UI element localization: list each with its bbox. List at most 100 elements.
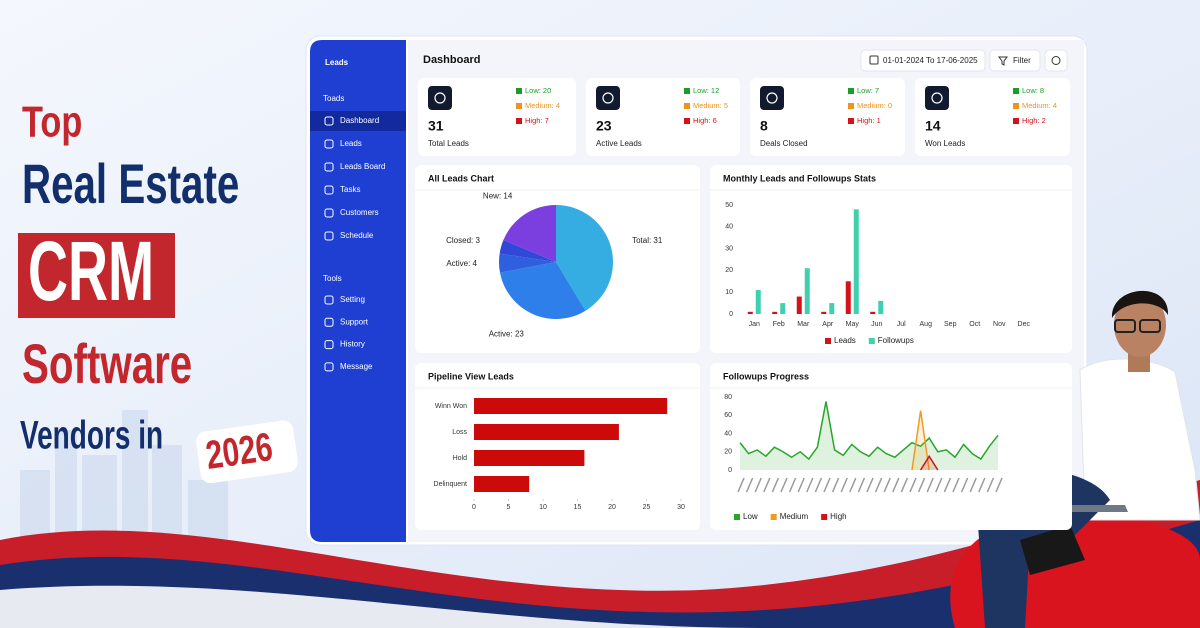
sidebar bbox=[310, 40, 406, 542]
sidebar-icon bbox=[324, 139, 334, 149]
sidebar-item[interactable]: Leads bbox=[340, 139, 362, 148]
x-tick-label: Aug bbox=[920, 321, 933, 328]
legend-swatch bbox=[868, 338, 875, 344]
y-tick-label: Winn Won bbox=[435, 403, 467, 410]
x-tick-decor bbox=[995, 477, 1003, 493]
x-tick-label: 5 bbox=[507, 504, 511, 511]
bar bbox=[772, 311, 778, 314]
headline-line: Software bbox=[22, 333, 192, 395]
y-tick-label: 10 bbox=[725, 289, 733, 296]
x-tick-decor bbox=[831, 477, 840, 493]
x-tick-decor bbox=[806, 477, 814, 493]
headline-line: Vendors in bbox=[20, 414, 163, 458]
x-tick-label: May bbox=[846, 321, 860, 328]
level-swatch bbox=[684, 118, 690, 124]
level-count: Low: 20 bbox=[525, 86, 551, 95]
stat-icon-glyph bbox=[434, 92, 446, 104]
sidebar-item[interactable]: Schedule bbox=[340, 231, 374, 240]
x-tick-decor bbox=[849, 477, 857, 493]
sidebar-item[interactable]: Message bbox=[340, 362, 373, 371]
level-swatch bbox=[684, 103, 690, 109]
x-tick-label: Nov bbox=[993, 321, 1006, 328]
settings-button[interactable] bbox=[1044, 49, 1068, 72]
level-count: High: 1 bbox=[857, 116, 881, 125]
dashboard-title: Dashboard bbox=[423, 54, 480, 66]
sidebar-item[interactable]: Tasks bbox=[340, 185, 360, 194]
x-tick-label: Dec bbox=[1018, 321, 1031, 328]
sidebar-item[interactable]: History bbox=[340, 340, 365, 349]
y-tick-label: 0 bbox=[728, 467, 732, 474]
sidebar-item[interactable]: Setting bbox=[340, 295, 365, 304]
sidebar-item[interactable]: Leads Board bbox=[340, 162, 385, 171]
sidebar-title: Leads bbox=[325, 58, 349, 67]
sidebar-section: Tools bbox=[323, 274, 342, 283]
x-tick-label: Feb bbox=[773, 321, 785, 328]
date-range-button[interactable] bbox=[860, 49, 986, 72]
level-swatch bbox=[1013, 118, 1019, 124]
x-tick-label: 20 bbox=[608, 504, 616, 511]
x-tick-label: Mar bbox=[797, 321, 810, 328]
stat-card bbox=[750, 78, 905, 156]
stat-icon bbox=[596, 86, 620, 110]
y-tick-label: Hold bbox=[453, 455, 468, 462]
level-count: High: 2 bbox=[1022, 116, 1046, 125]
x-tick-decor bbox=[823, 477, 831, 493]
sidebar-item[interactable]: Support bbox=[340, 317, 369, 326]
x-tick-label: Jul bbox=[897, 321, 906, 328]
bar bbox=[821, 311, 827, 314]
level-swatch bbox=[848, 103, 854, 109]
level-count: High: 7 bbox=[525, 116, 549, 125]
sidebar-icon bbox=[324, 231, 334, 241]
chart-title: Followups Progress bbox=[723, 371, 809, 381]
legend-label: High bbox=[830, 512, 846, 521]
stat-icon-glyph bbox=[602, 92, 614, 104]
y-tick-label: Delinquent bbox=[434, 481, 468, 488]
stat-value: 23 bbox=[596, 118, 612, 134]
series-line bbox=[739, 401, 999, 461]
swoosh-white bbox=[0, 585, 760, 628]
sidebar-item[interactable]: Dashboard bbox=[340, 116, 379, 125]
level-swatch bbox=[1013, 103, 1019, 109]
legend-label: Leads bbox=[834, 336, 856, 345]
x-tick-decor bbox=[978, 477, 986, 493]
x-tick-decor bbox=[745, 477, 754, 493]
legend-swatch bbox=[770, 514, 777, 520]
headline-line: Top bbox=[22, 98, 82, 147]
y-tick-label: 20 bbox=[724, 449, 732, 456]
headline-year: 2026 bbox=[203, 425, 275, 478]
sidebar-item[interactable]: Customers bbox=[340, 208, 379, 217]
stat-icon-glyph bbox=[766, 92, 778, 104]
stat-label: Active Leads bbox=[596, 139, 642, 148]
pie-slice bbox=[499, 253, 556, 273]
y-tick-label: 20 bbox=[725, 267, 733, 274]
x-tick-decor bbox=[874, 477, 883, 493]
sidebar-active bbox=[310, 111, 406, 131]
headline: Top Real Estate CRM Software Vendors in … bbox=[18, 98, 298, 484]
stat-label: Won Leads bbox=[925, 139, 965, 148]
x-tick-decor bbox=[935, 477, 943, 493]
x-tick-label: Apr bbox=[822, 321, 834, 328]
bar bbox=[474, 450, 585, 466]
x-tick-label: 25 bbox=[643, 504, 651, 511]
pie-slice bbox=[556, 205, 614, 311]
x-tick-decor bbox=[883, 477, 891, 493]
year-badge bbox=[196, 420, 298, 484]
sidebar-icon bbox=[324, 317, 334, 327]
x-tick-label: Oct bbox=[969, 321, 980, 328]
bar bbox=[845, 281, 851, 314]
x-tick-decor bbox=[986, 477, 995, 493]
pie-label: Active: 4 bbox=[446, 259, 477, 268]
pie-label: New: 14 bbox=[483, 191, 513, 200]
level-swatch bbox=[684, 88, 690, 94]
x-tick-decor bbox=[754, 477, 762, 493]
sidebar-section: Toads bbox=[323, 94, 344, 103]
level-swatch bbox=[516, 103, 522, 109]
level-swatch bbox=[848, 88, 854, 94]
bar bbox=[829, 303, 835, 314]
filter-button[interactable] bbox=[989, 49, 1041, 72]
stat-label: Total Leads bbox=[428, 139, 469, 148]
bar bbox=[755, 290, 761, 314]
filter-icon bbox=[998, 56, 1008, 66]
bar bbox=[878, 300, 884, 314]
